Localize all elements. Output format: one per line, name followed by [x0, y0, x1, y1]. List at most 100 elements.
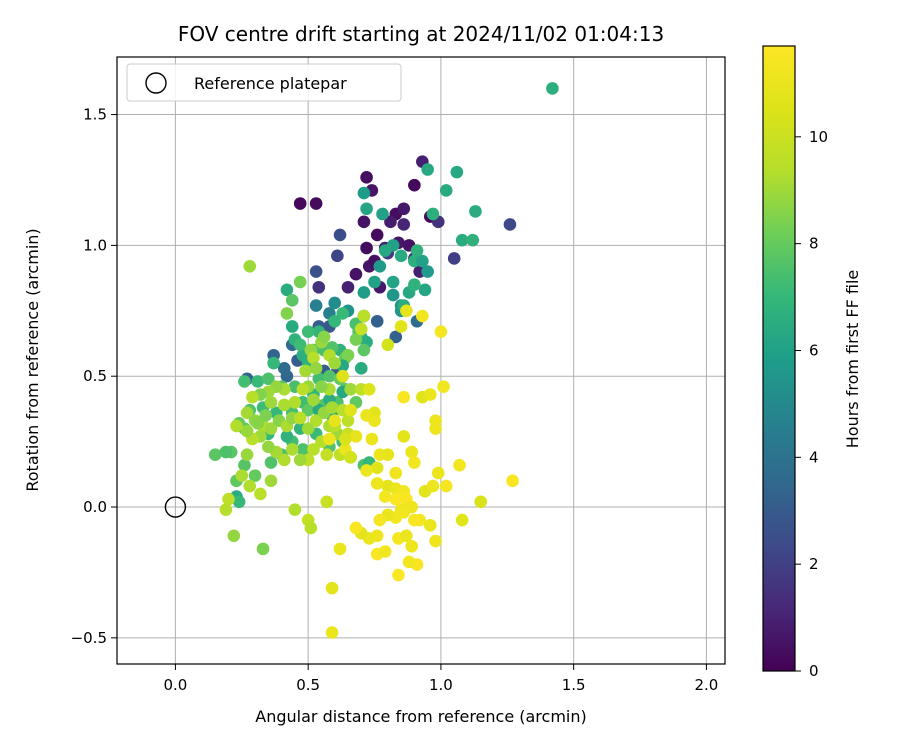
reference-platepar-marker [164, 496, 187, 518]
x-tick-label: 0.5 [296, 676, 320, 694]
data-point [386, 288, 400, 302]
data-point [357, 186, 371, 200]
data-point [429, 534, 442, 548]
data-point [357, 286, 371, 299]
colorbar-tick-label: 10 [809, 128, 828, 146]
data-point [309, 362, 323, 375]
data-point [344, 451, 357, 464]
data-point [466, 233, 480, 247]
data-point [251, 375, 265, 388]
data-point [331, 249, 344, 263]
data-point [416, 254, 429, 268]
data-point [357, 309, 371, 323]
data-point [307, 393, 320, 407]
data-point [368, 275, 381, 289]
data-point [447, 252, 461, 265]
data-point [235, 469, 249, 482]
data-point [349, 521, 363, 535]
data-point [219, 503, 233, 516]
chart-title: FOV centre drift starting at 2024/11/02 … [178, 22, 664, 46]
data-point [434, 325, 448, 339]
colorbar-tick-label: 8 [809, 235, 819, 253]
data-point [431, 466, 445, 480]
data-point [264, 422, 278, 435]
data-point [384, 215, 397, 229]
y-axis-label: Rotation from reference (arcmin) [23, 228, 42, 491]
data-point [344, 382, 357, 396]
y-tick-label: 1.0 [83, 236, 107, 254]
data-point [373, 260, 387, 273]
data-point [328, 296, 342, 310]
plot-frame [116, 56, 726, 665]
data-point [349, 333, 363, 346]
data-point [262, 372, 275, 386]
colorbar-tick-label: 0 [809, 662, 819, 680]
data-point [320, 495, 334, 509]
data-point [304, 521, 318, 535]
data-point [397, 430, 411, 443]
data-point [267, 356, 280, 370]
data-point [309, 414, 323, 427]
data-point [439, 479, 453, 493]
data-point [280, 307, 294, 320]
data-point [248, 469, 262, 482]
legend-marker [145, 72, 167, 94]
data-point [251, 416, 265, 430]
data-point [254, 487, 267, 501]
data-point [437, 380, 450, 393]
data-point [394, 320, 408, 333]
data-point [277, 453, 291, 467]
colorbar-tick-label: 4 [809, 448, 819, 466]
data-point [349, 430, 363, 443]
legend: Reference platepar [126, 63, 402, 102]
data-point [293, 275, 307, 289]
data-point [421, 163, 434, 176]
x-tick-label: 1.5 [562, 676, 586, 694]
data-point [410, 244, 424, 257]
data-point [455, 233, 469, 247]
data-point [405, 539, 419, 553]
data-point [354, 322, 368, 336]
data-point [243, 260, 257, 273]
y-axis-ticks: −0.5 0.0 0.5 1.0 1.5 [71, 106, 117, 647]
data-point [339, 432, 352, 446]
data-point [288, 503, 302, 516]
data-point [325, 626, 339, 639]
data-point [426, 207, 440, 221]
data-point [421, 265, 434, 278]
data-point [232, 495, 246, 509]
data-point [293, 197, 307, 210]
x-tick-label: 0.0 [163, 676, 187, 694]
data-point [381, 448, 395, 461]
data-point [408, 278, 421, 291]
data-point [370, 461, 384, 475]
data-point [418, 283, 432, 297]
data-point [312, 280, 326, 294]
data-point [307, 443, 320, 456]
data-point [333, 228, 347, 242]
data-point [392, 568, 405, 582]
data-point [402, 555, 416, 569]
data-point [208, 448, 222, 461]
data-point [325, 401, 339, 414]
data-point [360, 409, 373, 422]
data-point [341, 414, 355, 427]
grid-lines [117, 57, 725, 664]
data-point [400, 529, 413, 543]
data-point [373, 513, 387, 527]
data-point [320, 448, 334, 461]
data-point [429, 422, 442, 435]
data-point [455, 513, 469, 527]
data-point [222, 492, 235, 506]
data-point [296, 443, 310, 456]
data-points [208, 82, 559, 639]
data-point [285, 294, 299, 307]
data-point [280, 430, 294, 443]
data-point [450, 165, 464, 179]
data-point [381, 338, 395, 352]
data-point [288, 396, 302, 409]
x-tick-label: 1.0 [429, 676, 453, 694]
data-point [309, 299, 323, 312]
colorbar [762, 45, 796, 672]
